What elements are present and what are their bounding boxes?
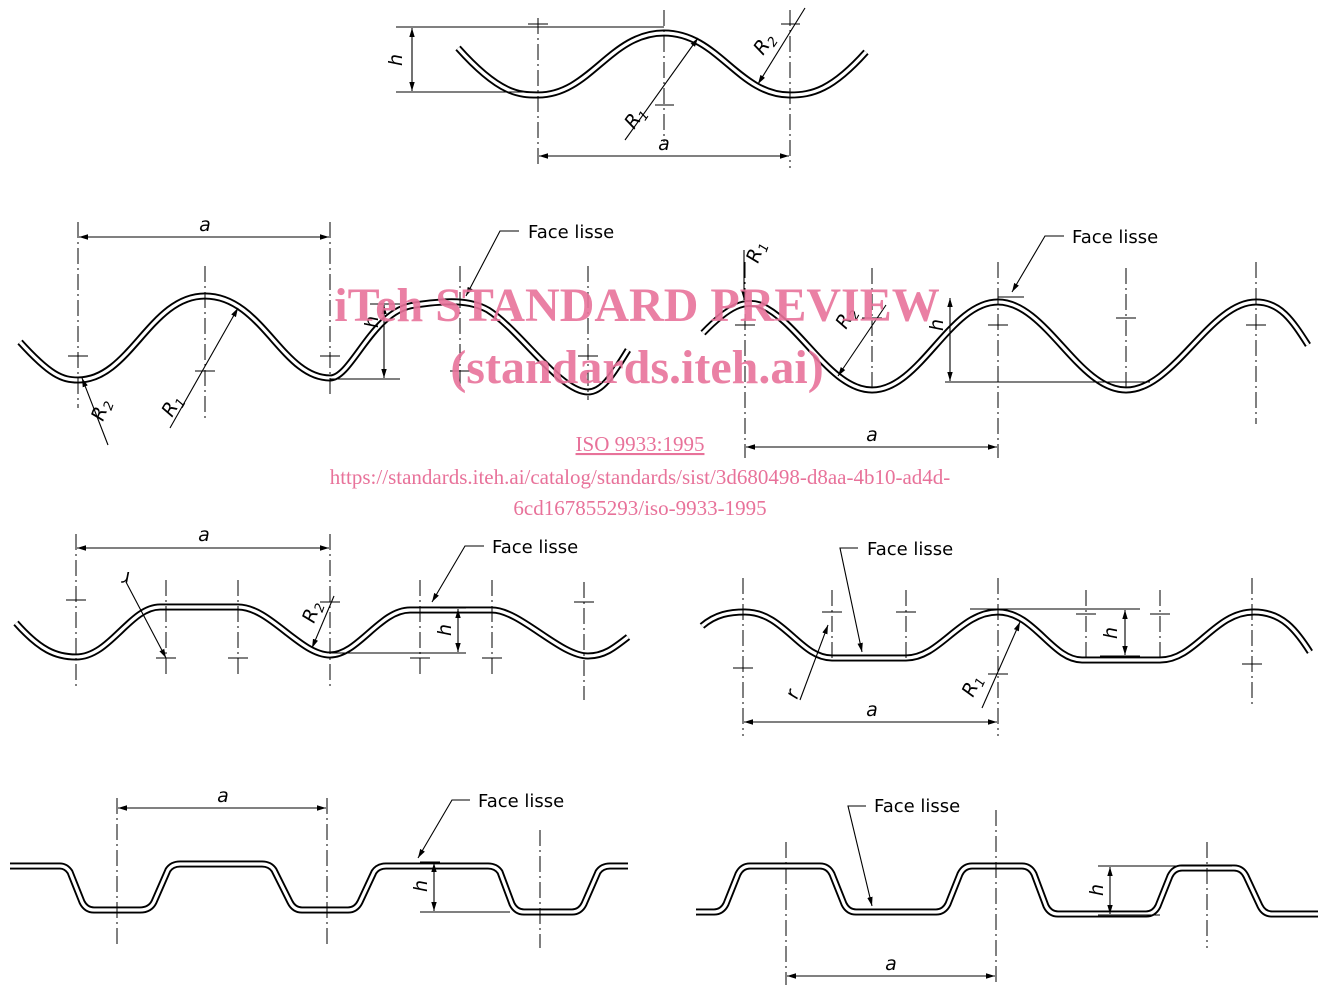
watermark-subtitle: (standards.iteh.ai) [450, 341, 823, 394]
a-label-p5: a [866, 699, 878, 721]
profile-3-sinusoidal: h a R1 R2 Face lisse [700, 227, 1311, 458]
face-lisse-p2: Face lisse [528, 222, 614, 243]
r2-label-p1: R2 [749, 29, 782, 61]
r-label-p5: r [781, 686, 805, 702]
h-label-p3: h [926, 319, 948, 331]
h-label-p7: h [1086, 884, 1108, 896]
watermark-standard-link[interactable]: ISO 9933:1995 [576, 432, 705, 456]
face-lisse-p6: Face lisse [478, 791, 564, 812]
r1-label-p5: R1 [958, 671, 990, 701]
a-label-p7: a [885, 953, 897, 975]
a-label-p4: a [198, 524, 210, 546]
h-label-p5: h [1100, 627, 1122, 639]
profile-5-flat-valley: a h r R1 Face lisse [699, 539, 1313, 736]
h-label-p6: h [410, 880, 432, 892]
profile-6-trapezoidal: a h Face lisse [10, 785, 628, 948]
profile-4-flat-crest: a h r R2 Face lisse [13, 524, 631, 700]
a-label-p1: a [658, 133, 670, 155]
h-label-p4: h [434, 624, 456, 636]
h-label-p2: h [361, 316, 383, 328]
profile-7-trapezoidal: a h Face lisse [696, 796, 1318, 985]
watermark: iTeh STANDARD PREVIEW (standards.iteh.ai… [330, 279, 951, 520]
watermark-url-line2[interactable]: 6cd167855293/iso-9933-1995 [513, 496, 766, 520]
h-label-p1: h [385, 54, 407, 66]
profile-2-sinusoidal: a h R1 R2 Face lisse [17, 214, 631, 446]
r1-label-p3: R1 [742, 238, 773, 267]
a-label-p2: a [199, 214, 211, 236]
profile-1-sinusoidal: h a R1 R2 [385, 7, 869, 168]
face-lisse-p3: Face lisse [1072, 227, 1158, 248]
face-lisse-p5: Face lisse [867, 539, 953, 560]
a-label-p3: a [866, 424, 878, 446]
r-label-p4: r [121, 567, 130, 589]
a-label-p6: a [217, 785, 229, 807]
watermark-title: iTeh STANDARD PREVIEW [334, 279, 939, 332]
face-lisse-p7: Face lisse [874, 796, 960, 817]
face-lisse-p4: Face lisse [492, 537, 578, 558]
r1-label-p2: R1 [157, 391, 189, 422]
watermark-url-line1[interactable]: https://standards.iteh.ai/catalog/standa… [330, 465, 951, 489]
r2-label-p2: R2 [87, 396, 118, 425]
